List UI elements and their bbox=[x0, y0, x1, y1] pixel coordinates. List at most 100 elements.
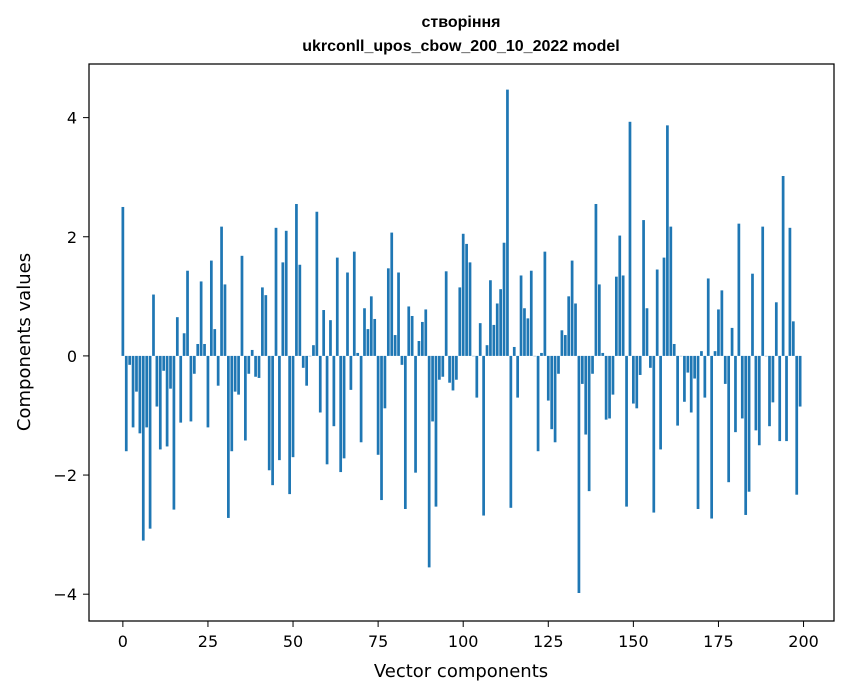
bar bbox=[332, 355, 336, 427]
bar bbox=[754, 355, 758, 431]
bar bbox=[509, 355, 513, 508]
bar bbox=[543, 251, 547, 356]
bar bbox=[536, 355, 540, 452]
bar bbox=[380, 355, 383, 501]
bar bbox=[175, 317, 179, 356]
bar bbox=[274, 227, 278, 356]
bar bbox=[540, 352, 543, 356]
bar bbox=[417, 341, 421, 356]
bar bbox=[165, 355, 169, 447]
bar bbox=[223, 284, 227, 356]
bar bbox=[478, 323, 482, 356]
bar bbox=[734, 355, 737, 433]
bar bbox=[638, 355, 642, 375]
bar bbox=[628, 121, 632, 356]
bar bbox=[305, 355, 308, 386]
bar bbox=[162, 355, 166, 371]
bar bbox=[335, 257, 339, 356]
bar bbox=[492, 324, 496, 356]
bar bbox=[635, 355, 639, 409]
bar bbox=[506, 89, 509, 356]
bar bbox=[186, 270, 189, 356]
bar bbox=[771, 355, 775, 403]
bar bbox=[342, 355, 346, 459]
bar bbox=[424, 309, 428, 356]
bar bbox=[652, 355, 656, 513]
bar bbox=[557, 355, 560, 374]
bar bbox=[621, 275, 625, 356]
bar bbox=[570, 260, 574, 356]
bar bbox=[182, 333, 186, 356]
bar bbox=[737, 223, 741, 356]
bar bbox=[482, 355, 485, 516]
bar bbox=[131, 355, 135, 428]
bar bbox=[291, 355, 295, 458]
x-tick-label: 200 bbox=[788, 632, 819, 651]
bar bbox=[206, 355, 210, 428]
bar bbox=[604, 355, 608, 420]
bar bbox=[295, 203, 298, 356]
bar bbox=[148, 355, 152, 529]
bar bbox=[390, 232, 394, 356]
bar bbox=[407, 306, 411, 356]
bar bbox=[689, 355, 693, 413]
y-tick-label: −2 bbox=[53, 466, 77, 485]
bar bbox=[740, 355, 744, 419]
bar bbox=[386, 268, 390, 356]
bar bbox=[434, 355, 438, 507]
bar bbox=[649, 355, 652, 368]
bar bbox=[145, 355, 149, 428]
bar bbox=[669, 226, 673, 356]
bar bbox=[288, 355, 291, 495]
bar bbox=[567, 296, 571, 356]
bar bbox=[499, 289, 502, 356]
chart-subtitle: ukrconll_upos_cbow_200_10_2022 model bbox=[302, 38, 619, 55]
bar bbox=[723, 355, 727, 384]
bar bbox=[431, 355, 434, 422]
bar bbox=[213, 329, 217, 356]
bar bbox=[662, 257, 666, 356]
x-tick-label: 150 bbox=[618, 632, 649, 651]
bar bbox=[155, 355, 159, 407]
bar bbox=[366, 329, 370, 356]
bar bbox=[312, 345, 315, 356]
bar bbox=[625, 355, 628, 507]
bar bbox=[203, 343, 206, 356]
bar bbox=[247, 355, 251, 374]
x-tick-label: 75 bbox=[368, 632, 388, 651]
bar bbox=[676, 355, 679, 426]
bar bbox=[322, 310, 326, 356]
bar bbox=[713, 351, 717, 356]
bar bbox=[706, 278, 710, 356]
bar bbox=[781, 176, 785, 356]
bar bbox=[448, 355, 451, 383]
x-axis-ticks: 0 25 50 75 100 125 150 175 200 bbox=[118, 621, 819, 651]
bar bbox=[526, 318, 530, 356]
bar bbox=[560, 330, 564, 356]
bar bbox=[751, 273, 754, 356]
bar bbox=[611, 355, 615, 395]
bar bbox=[703, 355, 707, 398]
bar bbox=[220, 226, 223, 356]
bar bbox=[325, 355, 329, 465]
bar bbox=[495, 303, 499, 356]
bar bbox=[121, 206, 125, 356]
bar bbox=[237, 355, 240, 395]
bar bbox=[700, 351, 703, 356]
y-tick-label: 0 bbox=[67, 347, 77, 366]
bar bbox=[339, 355, 343, 473]
bar bbox=[686, 355, 690, 373]
bar bbox=[574, 303, 577, 356]
bar bbox=[720, 290, 724, 356]
x-tick-label: 25 bbox=[198, 632, 218, 651]
bar bbox=[329, 320, 332, 356]
x-tick-label: 125 bbox=[533, 632, 564, 651]
bar bbox=[597, 284, 601, 356]
bar bbox=[659, 355, 662, 450]
bar bbox=[421, 321, 424, 356]
bar bbox=[240, 255, 244, 356]
bar bbox=[645, 308, 649, 356]
bar bbox=[774, 302, 778, 356]
bar bbox=[227, 355, 230, 518]
